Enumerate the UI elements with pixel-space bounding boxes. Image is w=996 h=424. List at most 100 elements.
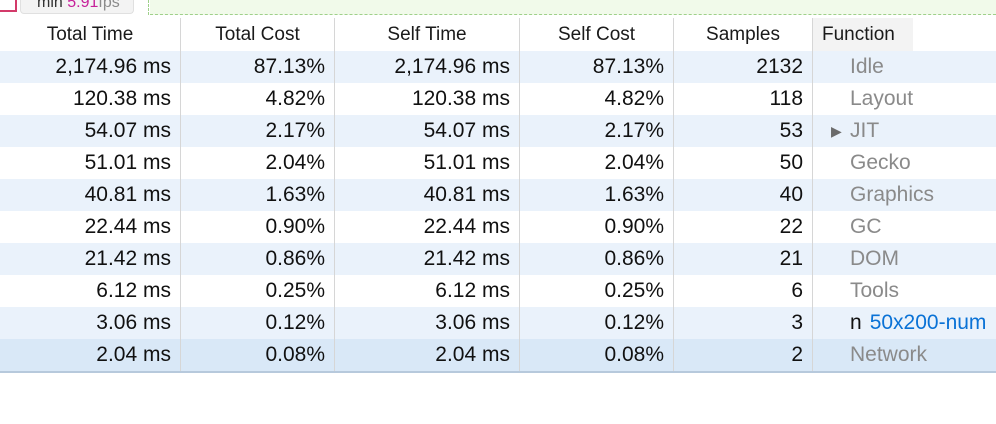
expand-arrow-icon[interactable]: ▶ [831, 123, 842, 139]
cell-self-time: 22.44 ms [335, 211, 520, 243]
cell-self-time: 40.81 ms [335, 179, 520, 211]
cell-self-time: 3.06 ms [335, 307, 520, 339]
function-name: DOM [850, 247, 899, 270]
cell-total-cost: 87.13% [181, 51, 335, 83]
cell-self-cost: 0.90% [520, 211, 674, 243]
call-tree-rows: 2,174.96 ms 87.13% 2,174.96 ms 87.13% 2132 Id… [0, 51, 996, 373]
call-tree-row[interactable]: 21.42 ms 0.86% 21.42 ms 0.86% 21 DOM [0, 243, 996, 275]
fps-min-prefix: min [37, 0, 63, 11]
cell-self-time: 120.38 ms [335, 83, 520, 115]
cell-self-cost: 0.25% [520, 275, 674, 307]
call-tree-row[interactable]: 2.04 ms 0.08% 2.04 ms 0.08% 2 Network [0, 339, 996, 373]
function-name: JIT [850, 119, 880, 142]
cell-self-cost: 0.86% [520, 243, 674, 275]
cell-total-cost: 2.17% [181, 115, 335, 147]
call-tree-row[interactable]: 40.81 ms 1.63% 40.81 ms 1.63% 40 Graphics [0, 179, 996, 211]
cell-self-cost: 87.13% [520, 51, 674, 83]
cell-total-cost: 0.86% [181, 243, 335, 275]
column-header-total-cost[interactable]: Total Cost [181, 18, 335, 51]
call-tree-row[interactable]: 2,174.96 ms 87.13% 2,174.96 ms 87.13% 2132 Id… [0, 51, 996, 83]
cell-self-cost: 2.17% [520, 115, 674, 147]
function-source-link[interactable]: 50x200-num [869, 311, 987, 334]
call-tree-row[interactable]: 3.06 ms 0.12% 3.06 ms 0.12% 3 n 50x200-num [0, 307, 996, 339]
cell-self-cost: 1.63% [520, 179, 674, 211]
fps-threshold-region [150, 0, 996, 15]
cell-self-cost: 0.12% [520, 307, 674, 339]
fps-min-value: 5.91 [67, 0, 99, 11]
call-tree-header: Total Time Total Cost Self Time Self Cos… [0, 18, 996, 51]
call-tree-row[interactable]: 6.12 ms 0.25% 6.12 ms 0.25% 6 Tools [0, 275, 996, 307]
column-header-total-time[interactable]: Total Time [0, 18, 181, 51]
function-name: Idle [850, 55, 884, 78]
fps-min-label: min 5.91fps [20, 0, 134, 14]
call-tree-row[interactable]: 120.38 ms 4.82% 120.38 ms 4.82% 118 Layout [0, 83, 996, 115]
fps-unit: fps [98, 0, 120, 11]
cell-function: DOM [813, 243, 996, 275]
call-tree-row[interactable]: 54.07 ms 2.17% 54.07 ms 2.17% 53 ▶ JIT [0, 115, 996, 147]
cell-self-time: 2,174.96 ms [335, 51, 520, 83]
fps-threshold-line [148, 0, 149, 15]
call-tree: Total Time Total Cost Self Time Self Cos… [0, 18, 996, 373]
cell-total-cost: 2.04% [181, 147, 335, 179]
function-name: Layout [850, 87, 914, 110]
cell-samples: 6 [674, 275, 813, 307]
cell-function: Tools [813, 275, 996, 307]
function-name: GC [850, 215, 882, 238]
cell-total-time: 2.04 ms [0, 339, 181, 371]
column-header-samples[interactable]: Samples [674, 18, 813, 51]
call-tree-row[interactable]: 51.01 ms 2.04% 51.01 ms 2.04% 50 Gecko [0, 147, 996, 179]
function-name: Tools [850, 279, 900, 302]
cell-total-cost: 1.63% [181, 179, 335, 211]
cell-samples: 2 [674, 339, 813, 371]
cell-total-time: 22.44 ms [0, 211, 181, 243]
cell-total-time: 40.81 ms [0, 179, 181, 211]
cell-total-time: 6.12 ms [0, 275, 181, 307]
cell-self-cost: 4.82% [520, 83, 674, 115]
cell-self-cost: 0.08% [520, 339, 674, 371]
fps-graph-strip: min 5.91fps [0, 0, 996, 17]
cell-total-time: 51.01 ms [0, 147, 181, 179]
cell-samples: 40 [674, 179, 813, 211]
cell-self-time: 6.12 ms [335, 275, 520, 307]
cell-total-cost: 0.25% [181, 275, 335, 307]
cell-samples: 21 [674, 243, 813, 275]
cell-samples: 50 [674, 147, 813, 179]
cell-total-cost: 0.12% [181, 307, 335, 339]
cell-samples: 3 [674, 307, 813, 339]
cell-function: Gecko [813, 147, 996, 179]
function-name: Graphics [850, 183, 935, 206]
cell-total-time: 120.38 ms [0, 83, 181, 115]
column-header-function[interactable]: Function [813, 18, 913, 51]
function-name: Network [850, 343, 928, 366]
cell-function: n 50x200-num [813, 307, 996, 339]
column-header-self-cost[interactable]: Self Cost [520, 18, 674, 51]
function-name: Gecko [850, 151, 911, 174]
cell-self-time: 54.07 ms [335, 115, 520, 147]
cell-total-time: 54.07 ms [0, 115, 181, 147]
cell-samples: 2132 [674, 51, 813, 83]
cell-total-time: 2,174.96 ms [0, 51, 181, 83]
cell-samples: 118 [674, 83, 813, 115]
cell-samples: 22 [674, 211, 813, 243]
cell-function: Network [813, 339, 996, 371]
cell-self-time: 21.42 ms [335, 243, 520, 275]
cell-self-time: 2.04 ms [335, 339, 520, 371]
cell-self-cost: 2.04% [520, 147, 674, 179]
cell-function: Graphics [813, 179, 996, 211]
column-header-self-time[interactable]: Self Time [335, 18, 520, 51]
cell-function: GC [813, 211, 996, 243]
cell-total-cost: 4.82% [181, 83, 335, 115]
cell-total-time: 3.06 ms [0, 307, 181, 339]
cell-function: ▶ JIT [813, 115, 996, 147]
fps-graph-line [0, 0, 17, 12]
cell-total-cost: 0.08% [181, 339, 335, 371]
cell-function: Idle [813, 51, 996, 83]
cell-samples: 53 [674, 115, 813, 147]
call-tree-row[interactable]: 22.44 ms 0.90% 22.44 ms 0.90% 22 GC [0, 211, 996, 243]
cell-function: Layout [813, 83, 996, 115]
cell-total-cost: 0.90% [181, 211, 335, 243]
function-name: n [850, 311, 862, 334]
cell-self-time: 51.01 ms [335, 147, 520, 179]
cell-total-time: 21.42 ms [0, 243, 181, 275]
